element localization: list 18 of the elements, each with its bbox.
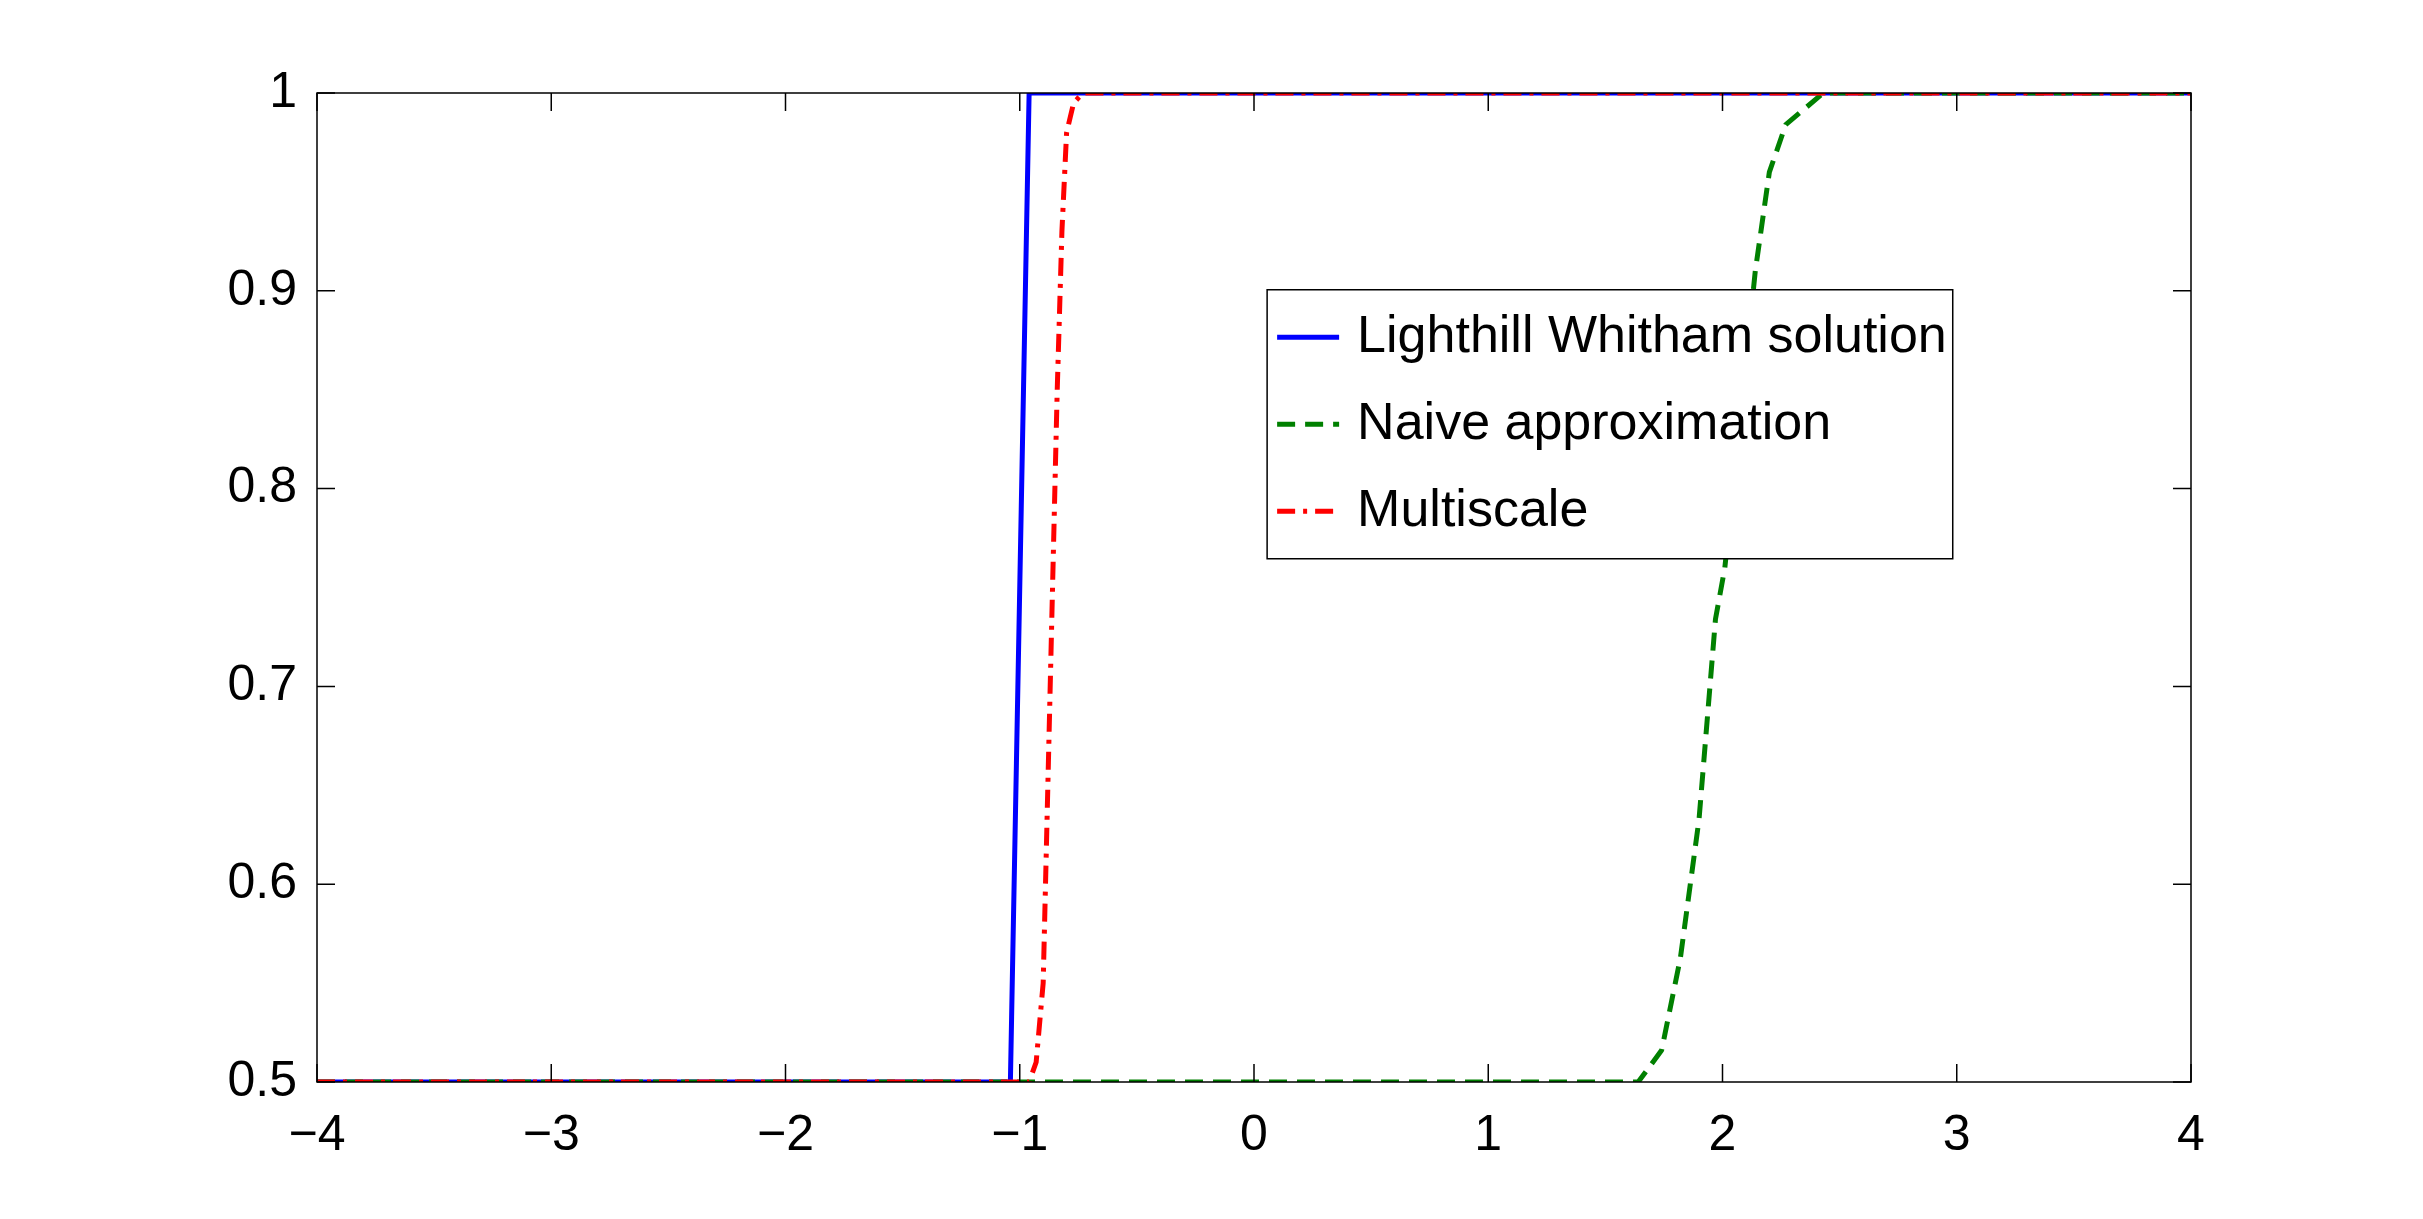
- legend-label: Naive approximation: [1357, 391, 1832, 450]
- y-tick-label: 0.9: [227, 259, 297, 316]
- x-tick-label: −1: [991, 1105, 1049, 1161]
- y-tick-label: 0.8: [227, 457, 297, 514]
- legend-label: Lighthill Whitham solution: [1357, 304, 1947, 363]
- x-tick-label: 1: [1474, 1105, 1503, 1161]
- legend-label: Multiscale: [1357, 478, 1589, 537]
- x-tick-label: −2: [756, 1105, 815, 1161]
- y-tick-label: 0.5: [227, 1050, 297, 1107]
- y-tick-label: 0.7: [227, 655, 297, 712]
- x-tick-label: 3: [1942, 1105, 1971, 1161]
- x-tick-label: 0: [1240, 1105, 1268, 1161]
- x-tick-label: 2: [1708, 1105, 1737, 1161]
- x-tick-label: 4: [2177, 1105, 2205, 1161]
- x-tick-label: −3: [522, 1105, 580, 1161]
- y-tick-label: 0.6: [227, 852, 297, 909]
- x-tick-label: −4: [288, 1105, 346, 1161]
- y-tick-label: 1: [269, 61, 297, 118]
